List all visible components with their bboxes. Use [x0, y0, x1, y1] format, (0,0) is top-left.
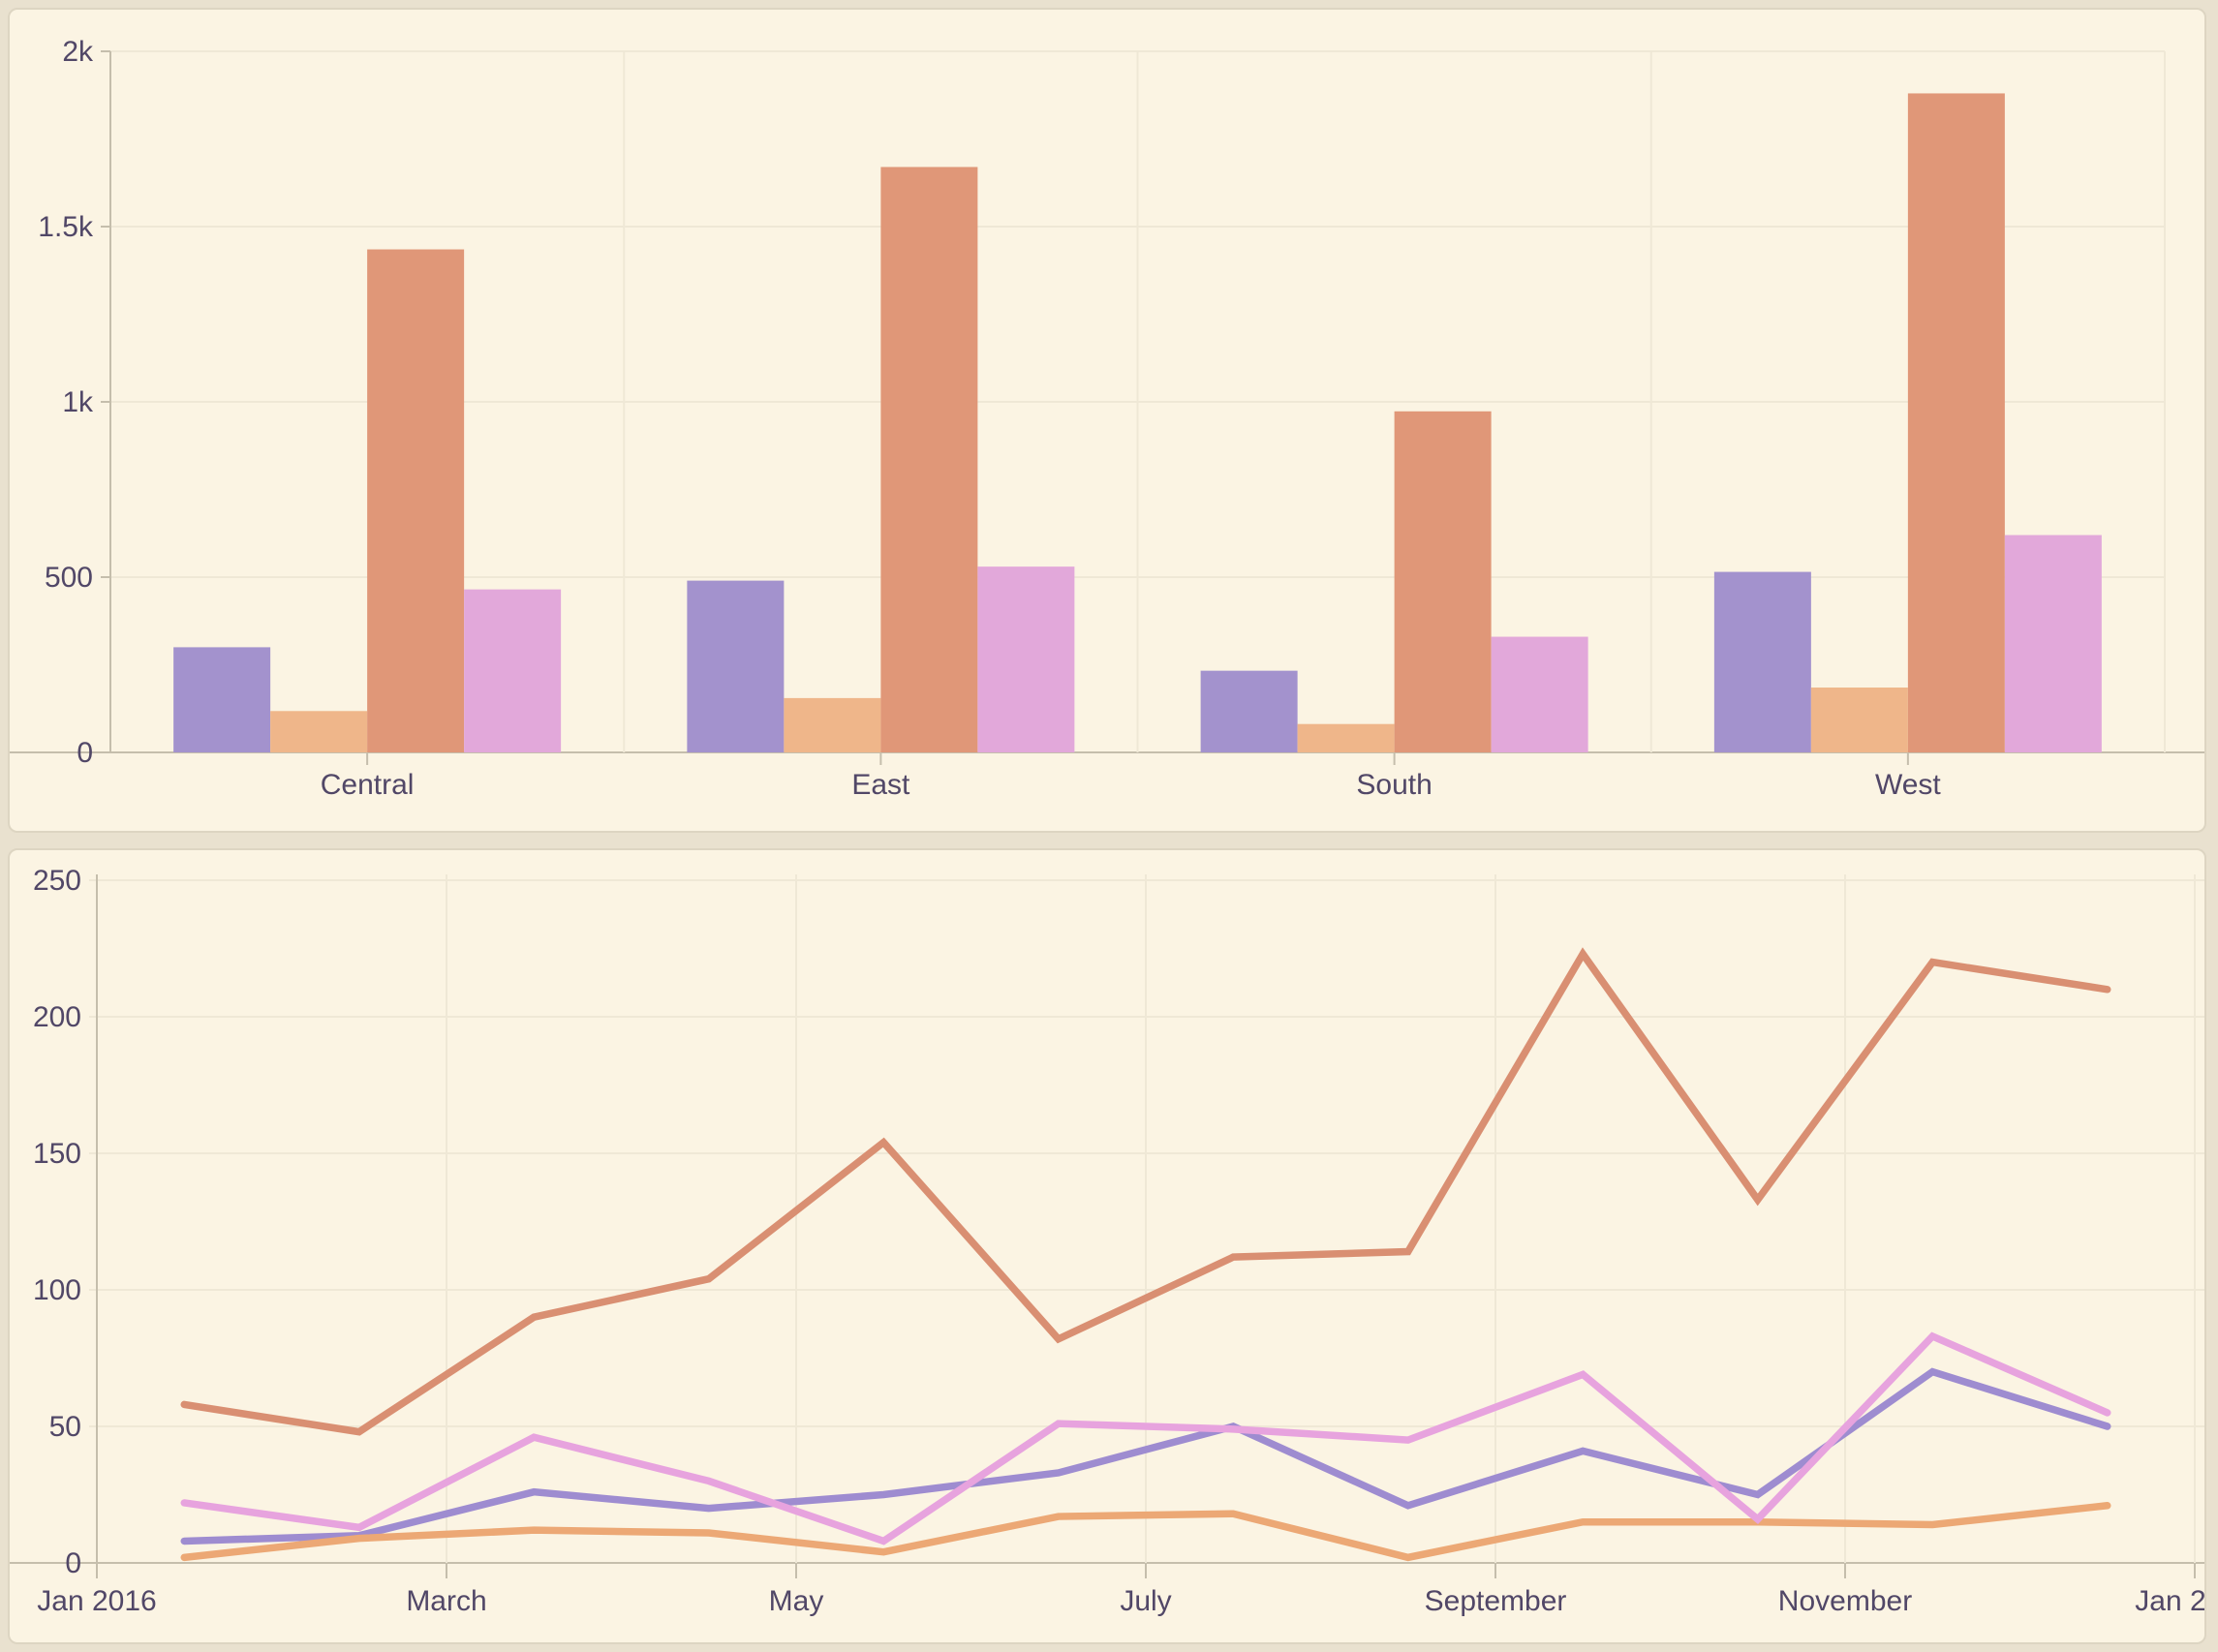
bar-central-pink[interactable] [464, 589, 562, 752]
bar-y-tick-label: 1k [62, 386, 94, 418]
line-y-tick-label: 0 [65, 1547, 81, 1579]
line-x-tick-label: Jan 2016 [37, 1585, 156, 1617]
line-chart[interactable]: 0 50 100 150 200 250 Jan 2016 March May July Septe… [10, 850, 2204, 1642]
line-x-tick-label: March [406, 1585, 486, 1617]
bar-category-label-west: West [1875, 769, 1941, 801]
bar-chart[interactable]: 0 500 1k 1.5k 2k Central East South West [10, 10, 2204, 831]
bar-west-purple[interactable] [1713, 571, 1811, 752]
bar-west-pink[interactable] [2004, 535, 2102, 752]
bar-west-light-orange[interactable] [1810, 688, 1908, 752]
bar-central-salmon[interactable] [367, 249, 465, 752]
bar-y-tick-label: 2k [62, 36, 94, 68]
bar-category-label-central: Central [321, 769, 415, 801]
line-x-tick-label: May [769, 1585, 824, 1617]
bar-west-salmon[interactable] [1907, 93, 2005, 752]
bar-south-purple[interactable] [1200, 670, 1298, 752]
bar-y-tick-label: 0 [77, 737, 93, 769]
line-series-pink[interactable] [180, 1331, 2111, 1545]
line-y-tick-label: 100 [33, 1274, 81, 1306]
bar-south-pink[interactable] [1491, 636, 1588, 752]
line-series-light-orange[interactable] [180, 1502, 2111, 1562]
line-series-salmon[interactable] [180, 947, 2111, 1436]
bar-y-tick-label: 1.5k [38, 211, 94, 243]
line-x-tick-label: July [1120, 1585, 1171, 1617]
bar-central-light-orange[interactable] [270, 711, 368, 752]
line-y-tick-label: 50 [49, 1411, 81, 1443]
line-y-tick-label: 200 [33, 1001, 81, 1033]
line-series-purple[interactable] [180, 1367, 2111, 1545]
line-x-tick-label: Jan 2017 [2135, 1585, 2204, 1617]
line-x-tick-label: November [1778, 1585, 1912, 1617]
line-y-tick-label: 250 [33, 865, 81, 897]
bar-y-tick-label: 500 [45, 562, 93, 594]
bar-east-light-orange[interactable] [784, 697, 881, 752]
bar-category-label-east: East [851, 769, 910, 801]
bar-east-purple[interactable] [687, 580, 785, 752]
bar-east-salmon[interactable] [880, 167, 978, 752]
line-x-tick-label: September [1425, 1585, 1567, 1617]
bar-south-light-orange[interactable] [1297, 723, 1395, 752]
bar-central-purple[interactable] [173, 647, 271, 752]
bar-south-salmon[interactable] [1394, 411, 1492, 752]
bar-category-label-south: South [1356, 769, 1432, 801]
bar-east-pink[interactable] [977, 566, 1075, 752]
line-y-tick-label: 150 [33, 1138, 81, 1170]
line-chart-panel: 0 50 100 150 200 250 Jan 2016 March May July Septe… [8, 848, 2206, 1644]
bar-chart-panel: 0 500 1k 1.5k 2k Central East South West [8, 8, 2206, 833]
